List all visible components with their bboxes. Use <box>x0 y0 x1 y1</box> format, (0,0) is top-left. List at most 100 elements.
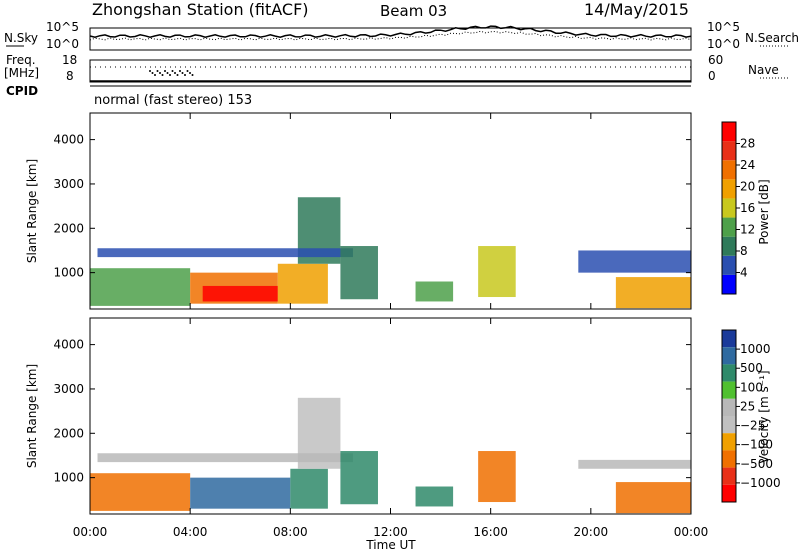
nave-scatter-point <box>151 72 154 74</box>
velocity-colorbar-tick-label: −500 <box>740 457 773 471</box>
power-echo-region <box>90 268 191 306</box>
power-echoes <box>90 197 691 309</box>
velocity-colorbar-tick-label: 1000 <box>740 342 771 356</box>
velocity-colorbar-swatch <box>722 467 736 485</box>
freq-panel <box>89 59 692 83</box>
velocity-echo-region <box>615 482 691 514</box>
nave-scatter-point <box>149 70 151 72</box>
nsky-trace <box>89 25 692 38</box>
velocity-echo-region <box>578 459 691 469</box>
power-colorbar-tick-label: 20 <box>740 180 755 194</box>
power-colorbar-swatch <box>722 236 736 256</box>
power-colorbar-swatch <box>722 198 736 218</box>
cpid-label: CPID <box>6 84 39 98</box>
velocity-colorbar-swatch <box>722 416 736 434</box>
power-colorbar-tick-label: 28 <box>740 137 755 151</box>
velocity-colorbar-swatch <box>722 364 736 382</box>
power-echo-region <box>97 248 353 258</box>
power-echo-region <box>615 277 691 309</box>
velocity-colorbar-tick-label: 500 <box>740 361 763 375</box>
velocity-colorbar-tick-label: −25 <box>740 419 765 433</box>
velocity-colorbar-frame <box>721 329 737 503</box>
nave-scatter-point <box>164 70 166 72</box>
freq-tick-bottom: 8 <box>66 69 74 83</box>
velocity-echo-region <box>290 468 328 509</box>
power-colorbar-tick-label: 16 <box>740 201 755 215</box>
date-label: 14/May/2015 <box>584 0 689 19</box>
nave-scatter-point <box>166 72 169 74</box>
nave-scatter-point <box>184 74 186 76</box>
nave-scatter-point <box>181 72 184 74</box>
nave-scatter-point <box>171 70 174 72</box>
xtick-label: 00:00 <box>73 525 108 539</box>
freq-tick-top: 18 <box>62 53 78 67</box>
velocity-ytick-label: 4000 <box>53 338 84 352</box>
power-colorbar: 4 8 12 16 20 24 28 <box>721 121 755 295</box>
velocity-echoes <box>90 397 691 514</box>
power-echo-region <box>478 246 516 298</box>
freq-label-line1: Freq. <box>6 53 36 67</box>
xtick-label: 20:00 <box>574 525 609 539</box>
xtick-label: 12:00 <box>373 525 408 539</box>
power-echo-region <box>340 246 378 300</box>
nave-scatter-point <box>174 72 176 74</box>
velocity-colorbar-tick-label: −100 <box>740 438 773 452</box>
nave-scatter-point <box>189 72 191 74</box>
velocity-echo-region <box>90 473 191 511</box>
power-colorbar-swatch <box>722 141 736 161</box>
cpid-value: normal (fast stereo) 153 <box>94 93 253 108</box>
velocity-colorbar-swatch <box>722 450 736 468</box>
station-title: Zhongshan Station (fitACF) <box>92 0 309 19</box>
power-colorbar-swatch <box>722 160 736 180</box>
nave-scatter-point <box>156 70 159 72</box>
nsearch-label: N.Search <box>745 31 800 45</box>
power-ytick-label: 3000 <box>53 177 84 191</box>
velocity-echo-region <box>190 477 291 509</box>
freq-label-line2: [MHz] <box>4 66 40 80</box>
nave-scatter-point <box>169 74 171 76</box>
power-colorbar-swatch <box>722 179 736 199</box>
velocity-panel: 1000 2000 3000 4000 00:00 04:00 08:00 12:00 16:0… <box>53 317 709 539</box>
nsky-panel <box>89 27 692 51</box>
nave-scatter-point <box>161 74 164 76</box>
power-echo-region <box>415 281 454 302</box>
velocity-echo-region <box>478 451 516 503</box>
nave-scatter-point <box>191 74 194 76</box>
nsearch-tick-bottom: 10^0 <box>707 37 740 51</box>
velocity-colorbar-swatch <box>722 398 736 416</box>
xtick-label: 00:00 <box>674 525 709 539</box>
velocity-echo-region <box>415 486 454 507</box>
power-ytick-label: 4000 <box>53 133 84 147</box>
power-ytick-label: 1000 <box>53 266 84 280</box>
velocity-colorbar-tick-label: 25 <box>740 399 755 413</box>
power-colorbar-tick-label: 12 <box>740 223 755 237</box>
nave-scatter-point <box>176 74 179 76</box>
velocity-ylabel: Slant Range [km] <box>25 364 39 468</box>
velocity-colorbar-swatch <box>722 433 736 451</box>
velocity-colorbar-swatch <box>722 347 736 365</box>
nave-tick-top: 60 <box>708 53 724 67</box>
velocity-ytick-label: 1000 <box>53 471 84 485</box>
nave-scatter-point <box>159 72 161 74</box>
velocity-ytick-label: 3000 <box>53 382 84 396</box>
power-colorbar-swatch <box>722 217 736 237</box>
velocity-colorbar-swatch <box>722 381 736 399</box>
power-colorbar-tick-label: 24 <box>740 158 755 172</box>
xtick-label: 08:00 <box>273 525 308 539</box>
power-echo-region <box>277 263 328 304</box>
nave-label: Nave <box>748 63 779 77</box>
power-colorbar-label: Power [dB] <box>757 179 771 244</box>
power-colorbar-swatch <box>722 274 736 294</box>
xtick-label: 16:00 <box>473 525 508 539</box>
beam-label: Beam 03 <box>380 2 448 20</box>
nave-scatter-point <box>154 74 156 76</box>
velocity-colorbar-swatch <box>722 484 736 502</box>
velocity-ytick-label: 2000 <box>53 426 84 440</box>
power-colorbar-swatch <box>722 255 736 275</box>
nsky-tick-bottom: 10^0 <box>46 37 79 51</box>
nave-scatter-point <box>186 70 189 72</box>
power-colorbar-swatch <box>722 122 736 142</box>
nsky-tick-top: 10^5 <box>46 20 79 34</box>
power-echo-region <box>202 285 278 302</box>
power-ytick-label: 2000 <box>53 221 84 235</box>
